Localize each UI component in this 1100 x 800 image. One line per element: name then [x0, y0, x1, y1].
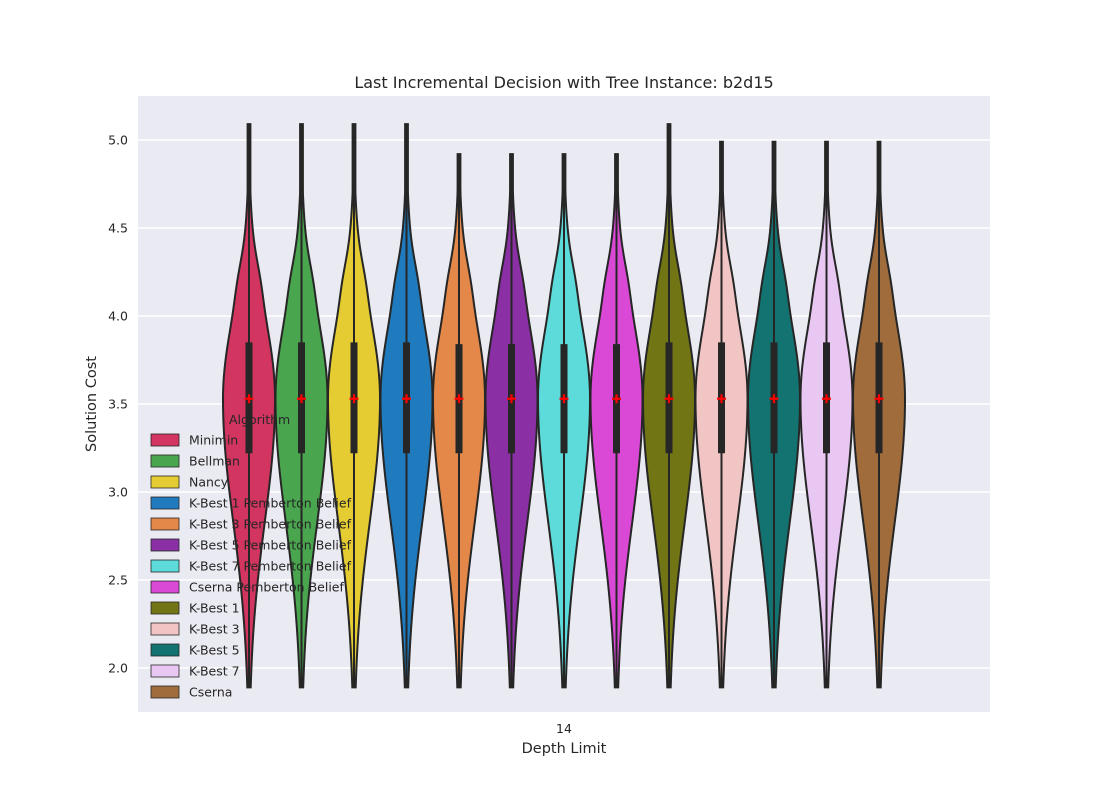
legend-label: K-Best 1 — [189, 601, 240, 616]
legend-swatch — [150, 559, 180, 573]
legend-swatch — [150, 475, 180, 489]
y-tick-label: 2.0 — [108, 661, 128, 676]
legend-label: K-Best 7 Pemberton Belief — [189, 559, 352, 574]
legend-swatch — [150, 580, 180, 594]
x-tick-label: 14 — [556, 721, 572, 736]
violin-k-best-1 — [641, 123, 697, 689]
legend-label: Cserna — [189, 685, 232, 700]
legend-label: K-Best 3 Pemberton Belief — [189, 517, 352, 532]
violin-k-best-7 — [799, 140, 854, 689]
legend-swatch — [150, 601, 180, 615]
legend-swatch — [150, 664, 180, 678]
y-tick-label: 4.0 — [108, 309, 128, 324]
legend-swatch — [150, 643, 180, 657]
legend-swatch — [150, 496, 180, 510]
legend-label: K-Best 1 Pemberton Belief — [189, 496, 352, 511]
legend-swatch — [150, 622, 180, 636]
legend-swatch — [150, 517, 180, 531]
violin-k-best-7-pemberton-belief — [537, 153, 591, 689]
y-tick-labels: 2.0 2.5 3.0 3.5 4.0 4.5 5.0 — [108, 133, 128, 676]
legend: Algorithm Minimin Bellman Nancy K-Best 1 Pe… — [150, 412, 352, 700]
violin-k-best-1-pemberton-belief — [379, 123, 434, 689]
violin-minimin — [221, 123, 277, 689]
legend-swatch — [150, 685, 180, 699]
y-tick-label: 5.0 — [108, 133, 128, 148]
legend-label: Minimin — [189, 433, 238, 448]
violin-bellman — [274, 123, 329, 689]
legend-label: K-Best 3 — [189, 622, 240, 637]
violin-cserna — [852, 140, 906, 689]
y-tick-label: 3.0 — [108, 485, 128, 500]
legend-label: Cserna Pemberton Belief — [189, 580, 344, 595]
legend-swatch — [150, 433, 180, 447]
legend-title: Algorithm — [229, 412, 290, 427]
violin-k-best-5-pemberton-belief — [484, 153, 539, 689]
violin-k-best-3 — [694, 140, 749, 689]
violin-k-best-5 — [747, 140, 801, 689]
legend-label: Nancy — [189, 475, 229, 490]
legend-label: Bellman — [189, 454, 240, 469]
y-tick-label: 4.5 — [108, 221, 128, 236]
y-axis-label: Solution Cost — [84, 356, 100, 452]
x-axis-label: Depth Limit — [522, 741, 607, 757]
violin-nancy — [326, 123, 382, 689]
y-tick-label: 2.5 — [108, 573, 128, 588]
y-tick-label: 3.5 — [108, 397, 128, 412]
violin-k-best-3-pemberton-belief — [432, 153, 486, 689]
chart-title: Last Incremental Decision with Tree Inst… — [354, 73, 773, 92]
legend-label: K-Best 7 — [189, 664, 240, 679]
violin-cserna-pemberton-belief — [589, 153, 644, 689]
legend-label: K-Best 5 Pemberton Belief — [189, 538, 352, 553]
legend-label: K-Best 5 — [189, 643, 240, 658]
legend-swatch — [150, 454, 180, 468]
legend-swatch — [150, 538, 180, 552]
violins — [221, 123, 906, 689]
